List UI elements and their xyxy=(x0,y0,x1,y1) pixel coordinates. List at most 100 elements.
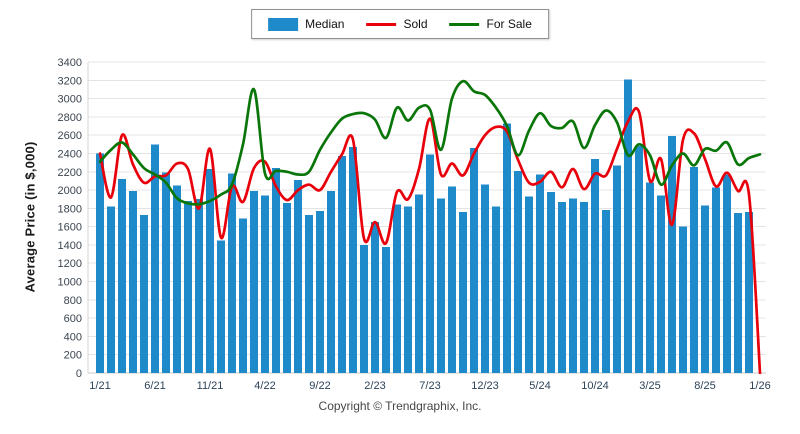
median-bar xyxy=(701,205,709,373)
median-bar xyxy=(734,212,742,373)
median-bar xyxy=(294,179,302,373)
median-bar xyxy=(668,136,676,373)
median-bar xyxy=(525,196,533,373)
median-bar xyxy=(217,240,225,373)
median-bar xyxy=(613,165,621,373)
legend-label-for-sale: For Sale xyxy=(486,17,532,31)
y-tick-label: 600 xyxy=(64,313,82,325)
y-tick-label: 2600 xyxy=(58,130,82,142)
median-bar xyxy=(316,211,324,373)
median-bar xyxy=(646,182,654,373)
chart-legend: Median Sold For Sale xyxy=(251,9,549,39)
y-tick-label: 1000 xyxy=(58,277,82,289)
sold-line xyxy=(98,106,762,374)
median-bar xyxy=(536,174,544,373)
median-bar xyxy=(481,184,489,373)
median-bar xyxy=(580,201,588,373)
x-tick-label: 1/26 xyxy=(749,380,770,392)
y-tick-label: 2000 xyxy=(58,185,82,197)
median-bar xyxy=(712,187,720,373)
median-bar xyxy=(184,201,192,373)
median-bar xyxy=(690,167,698,373)
for-sale-line xyxy=(98,79,762,206)
x-tick-label: 5/24 xyxy=(529,380,550,392)
median-bar xyxy=(547,191,555,373)
median-bar xyxy=(239,218,247,373)
median-bar xyxy=(272,168,280,373)
x-tick-label: 9/22 xyxy=(309,380,330,392)
y-tick-label: 200 xyxy=(64,350,82,362)
median-bar xyxy=(140,214,148,373)
median-bar xyxy=(250,190,258,373)
median-bar xyxy=(338,156,346,373)
median-bar xyxy=(206,169,214,373)
y-tick-label: 1600 xyxy=(58,222,82,234)
x-tick-label: 2/23 xyxy=(364,380,385,392)
median-swatch-icon xyxy=(268,17,299,31)
legend-label-median: Median xyxy=(305,17,345,31)
median-bar xyxy=(393,204,401,373)
y-tick-label: 400 xyxy=(64,331,82,343)
median-bar xyxy=(261,195,269,373)
median-bar xyxy=(404,206,412,373)
y-tick-label: 2200 xyxy=(58,167,82,179)
median-bar xyxy=(558,201,566,373)
median-bar xyxy=(283,202,291,373)
x-tick-label: 1/21 xyxy=(89,380,110,392)
x-tick-label: 10/24 xyxy=(581,380,609,392)
median-bar xyxy=(371,222,379,373)
y-tick-label: 2800 xyxy=(58,112,82,124)
y-tick-label: 1200 xyxy=(58,258,82,270)
legend-item-median: Median xyxy=(268,17,345,31)
sold-swatch-icon xyxy=(366,22,397,26)
x-tick-label: 4/22 xyxy=(254,380,275,392)
median-bar xyxy=(415,194,423,373)
median-bar xyxy=(96,153,104,373)
x-tick-label: 3/25 xyxy=(639,380,660,392)
median-bar xyxy=(624,79,632,374)
y-tick-label: 1400 xyxy=(58,240,82,252)
median-bar xyxy=(503,123,511,373)
median-bar xyxy=(723,174,731,373)
median-bar xyxy=(437,198,445,373)
median-bar xyxy=(459,212,467,373)
median-bar xyxy=(151,144,159,373)
median-bar xyxy=(470,147,478,373)
y-tick-label: 1800 xyxy=(58,203,82,215)
y-tick-label: 3000 xyxy=(58,94,82,106)
median-bar xyxy=(173,185,181,373)
median-bar xyxy=(679,226,687,373)
median-bar xyxy=(382,246,390,373)
legend-item-for-sale: For Sale xyxy=(449,17,532,31)
y-tick-label: 3200 xyxy=(58,75,82,87)
y-tick-label: 3400 xyxy=(58,57,82,69)
x-tick-label: 6/21 xyxy=(144,380,165,392)
median-bar xyxy=(591,158,599,373)
median-bar xyxy=(107,206,115,373)
median-bar xyxy=(305,214,313,373)
median-bar xyxy=(162,172,170,373)
for-sale-swatch-icon xyxy=(449,22,480,26)
median-bar xyxy=(745,212,753,373)
median-bar xyxy=(426,154,434,373)
median-bar xyxy=(448,186,456,373)
legend-label-sold: Sold xyxy=(403,17,428,31)
median-bar xyxy=(514,170,522,373)
x-tick-label: 8/25 xyxy=(694,380,715,392)
x-tick-label: 11/21 xyxy=(197,380,224,392)
y-tick-label: 0 xyxy=(76,368,82,380)
x-tick-label: 7/23 xyxy=(419,380,440,392)
median-bar xyxy=(129,190,137,373)
median-bar xyxy=(360,244,368,373)
y-tick-label: 800 xyxy=(64,295,82,307)
y-axis-title: Average Price (in $,000) xyxy=(22,141,38,293)
legend-item-sold: Sold xyxy=(366,17,428,31)
copyright-text: Copyright © Trendgraphix, Inc. xyxy=(318,399,482,413)
median-bar xyxy=(602,210,610,373)
median-bars-group xyxy=(96,79,753,374)
median-bar xyxy=(657,195,665,373)
median-bar xyxy=(569,198,577,373)
median-bar xyxy=(492,206,500,373)
